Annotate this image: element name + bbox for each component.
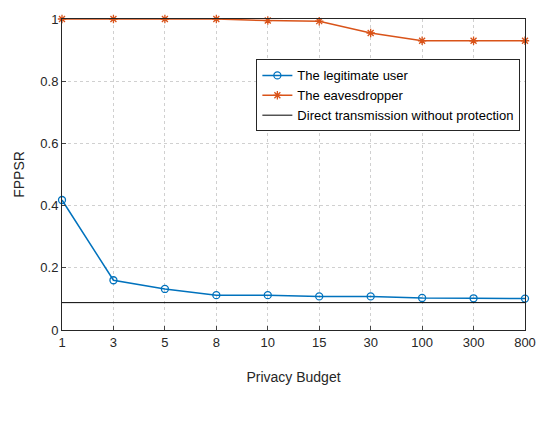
svg-text:The legitimate user: The legitimate user (297, 68, 408, 83)
svg-text:3: 3 (110, 335, 117, 350)
svg-text:Direct transmission without pr: Direct transmission without protection (297, 108, 513, 123)
svg-text:0: 0 (51, 323, 58, 338)
svg-text:5: 5 (161, 335, 168, 350)
svg-text:300: 300 (463, 335, 485, 350)
svg-text:The eavesdropper: The eavesdropper (297, 88, 403, 103)
svg-text:FPPSR: FPPSR (11, 151, 27, 198)
svg-text:1: 1 (51, 12, 58, 27)
svg-text:8: 8 (213, 335, 220, 350)
svg-text:0.2: 0.2 (40, 260, 58, 275)
svg-text:0.4: 0.4 (40, 198, 58, 213)
svg-text:0.8: 0.8 (40, 74, 58, 89)
svg-text:0.6: 0.6 (40, 136, 58, 151)
svg-text:1: 1 (58, 335, 65, 350)
svg-text:800: 800 (514, 335, 536, 350)
svg-text:15: 15 (312, 335, 326, 350)
svg-text:100: 100 (411, 335, 433, 350)
svg-text:30: 30 (363, 335, 377, 350)
svg-text:Privacy Budget: Privacy Budget (246, 369, 340, 385)
svg-text:10: 10 (261, 335, 275, 350)
